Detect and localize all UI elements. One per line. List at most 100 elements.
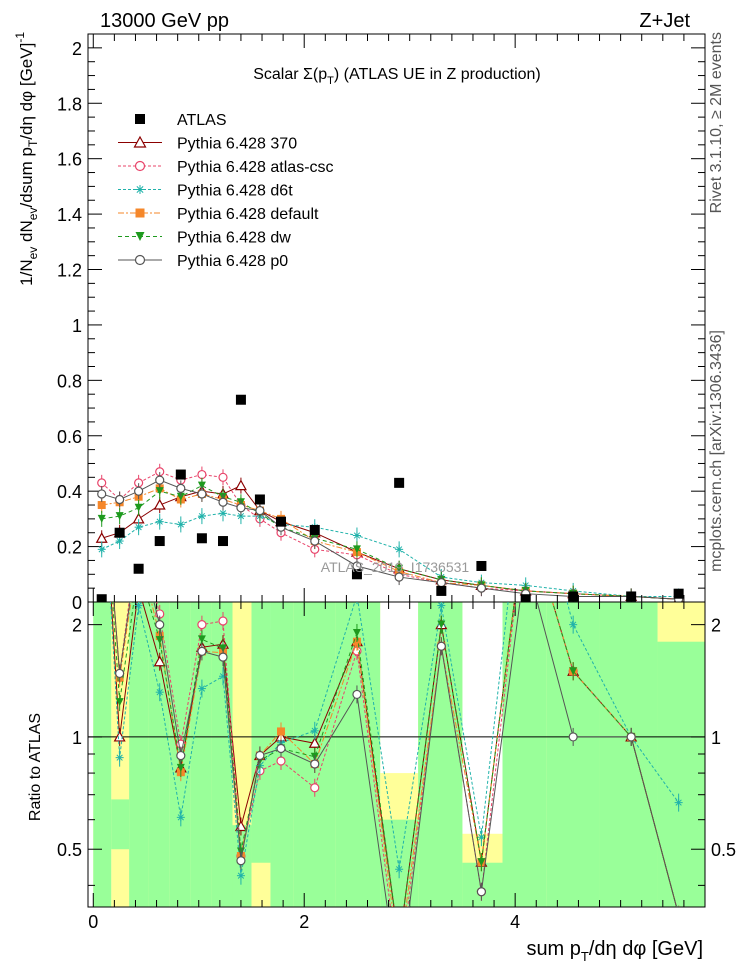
ratio-pythia-6-428-p0 xyxy=(113,602,683,919)
y-tick-label: 1 xyxy=(72,316,82,336)
data-point xyxy=(134,523,143,532)
legend: ATLAS Pythia 6.428 370 Pythia 6.428 atlas-… xyxy=(118,112,334,270)
legend-label: Pythia 6.428 dw xyxy=(177,230,291,247)
legend-entry: Pythia 6.428 d6t xyxy=(118,183,293,200)
legend-marker xyxy=(133,135,147,148)
series-line xyxy=(101,485,679,600)
data-point xyxy=(97,489,107,499)
series-pythia-6-428-atlas-csc xyxy=(97,463,684,602)
ratio-point xyxy=(476,887,487,897)
data-point xyxy=(115,512,124,521)
ratio-point xyxy=(277,727,286,736)
series-line xyxy=(101,471,679,600)
data-point xyxy=(176,483,186,493)
legend-marker xyxy=(135,208,145,218)
y-ticks: 0 0.2 0.4 0.6 0.8 1 1.2 1.4 1.6 1.8 2 xyxy=(57,39,705,613)
ratio-point xyxy=(218,616,228,626)
data-point xyxy=(134,486,144,496)
ratio-point xyxy=(394,939,404,948)
legend-label: Pythia 6.428 default xyxy=(177,206,319,223)
ratio-point xyxy=(675,911,683,919)
ratio-tick-label: 0.5 xyxy=(57,840,82,860)
y-tick-label: 1.2 xyxy=(57,261,82,281)
ratio-point xyxy=(675,911,683,919)
ratio-point xyxy=(353,591,361,599)
ratio-point xyxy=(236,871,245,880)
ratio-point xyxy=(352,689,362,700)
ratio-point xyxy=(675,911,683,919)
data-point xyxy=(673,588,684,599)
ratio-point xyxy=(197,684,206,693)
green-band xyxy=(657,641,705,907)
y-axis-label: 1/Nev dNev/dsum pT/dη dφ [GeV]-1 xyxy=(13,32,40,286)
ratio-panel: 0 2 4 0.5 0.5 1 1 2 2 xyxy=(57,34,736,962)
ratio-point xyxy=(569,667,578,676)
data-point xyxy=(175,469,186,480)
ratio-point xyxy=(477,858,486,867)
legend-label: Pythia 6.428 p0 xyxy=(177,253,288,270)
green-band xyxy=(546,602,600,907)
data-point xyxy=(626,591,637,602)
data-point xyxy=(436,585,447,596)
data-point xyxy=(476,560,487,571)
ratio-point xyxy=(115,698,124,707)
ratio-point xyxy=(437,602,446,610)
data-point xyxy=(309,524,320,535)
legend-marker xyxy=(135,185,145,194)
green-band xyxy=(148,602,170,907)
series-atlas xyxy=(96,394,684,602)
ratio-point xyxy=(134,583,144,592)
ratio-point xyxy=(522,508,530,516)
ratio-point xyxy=(626,732,636,742)
analysis-watermark: ATLAS_2019_I1736531 xyxy=(321,559,470,575)
x-tick-label: 4 xyxy=(510,912,520,932)
ratio-point xyxy=(197,646,207,656)
data-point xyxy=(235,394,246,405)
green-band xyxy=(270,602,294,907)
ratio-point xyxy=(197,635,206,644)
data-point xyxy=(155,517,164,526)
data-point xyxy=(352,531,361,540)
ratio-ticks: 0.5 0.5 1 1 2 2 xyxy=(57,616,736,886)
data-point xyxy=(520,594,531,602)
data-point xyxy=(155,475,165,485)
ratio-point xyxy=(176,813,185,822)
ratio-point xyxy=(98,443,106,451)
ratio-point xyxy=(310,783,320,793)
data-point xyxy=(115,537,124,546)
y-tick-label: 0.2 xyxy=(57,538,82,558)
green-band xyxy=(93,602,112,907)
y-tick-label: 1.6 xyxy=(57,150,82,170)
ratio-series xyxy=(98,443,683,962)
data-point xyxy=(97,478,107,488)
data-point xyxy=(310,536,320,546)
data-point xyxy=(254,494,265,505)
series-pythia-6-428-d6t xyxy=(97,505,683,602)
legend-entry: Pythia 6.428 p0 xyxy=(118,253,288,270)
ratio-point xyxy=(436,641,446,651)
data-point xyxy=(97,501,106,510)
ratio-point xyxy=(395,954,403,962)
data-point xyxy=(234,479,247,491)
data-point xyxy=(197,469,207,480)
ratio-point xyxy=(98,443,106,451)
data-point xyxy=(255,505,265,516)
ratio-point xyxy=(569,620,578,629)
collision-label: 13000 GeV pp xyxy=(100,10,229,32)
y-tick-label: 2 xyxy=(72,39,82,59)
ratio-point xyxy=(134,602,143,610)
legend-label: Pythia 6.428 atlas-csc xyxy=(177,159,334,176)
ratio-point xyxy=(310,759,320,769)
data-point xyxy=(96,594,107,602)
data-point xyxy=(95,532,108,543)
legend-entry: Pythia 6.428 default xyxy=(118,206,319,223)
ratio-tick-label: 1 xyxy=(72,728,82,748)
ratio-tick-label: 2 xyxy=(711,616,721,636)
ratio-point xyxy=(395,865,404,874)
data-point xyxy=(134,503,143,512)
ratio-point xyxy=(197,620,207,630)
legend-entry: Pythia 6.428 atlas-csc xyxy=(118,159,334,176)
legend-entry: Pythia 6.428 370 xyxy=(118,136,297,153)
data-point xyxy=(218,536,229,547)
